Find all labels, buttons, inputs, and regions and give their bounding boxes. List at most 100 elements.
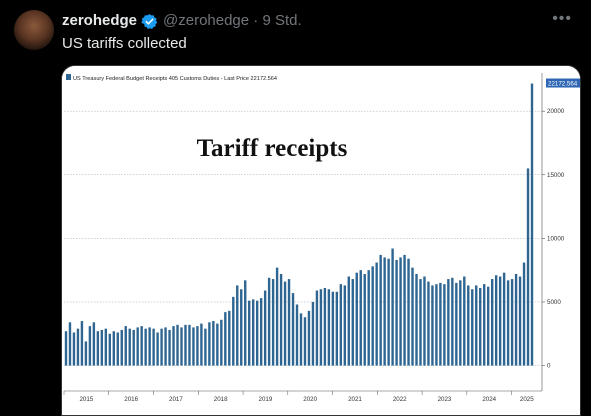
bar xyxy=(443,284,446,366)
bar xyxy=(84,341,88,366)
bar xyxy=(248,300,251,366)
bar xyxy=(315,290,319,366)
bar xyxy=(347,276,350,366)
bar xyxy=(279,273,283,366)
bar xyxy=(267,277,271,366)
bar xyxy=(152,328,155,366)
y-tick-label: 0 xyxy=(547,363,551,370)
bar xyxy=(427,281,430,366)
x-tick-label: 2019 xyxy=(259,396,273,403)
x-tick-label: 2021 xyxy=(348,396,362,403)
bar xyxy=(303,317,307,366)
bar xyxy=(104,328,108,366)
bar xyxy=(323,287,327,366)
bar xyxy=(494,275,498,366)
bar xyxy=(518,276,522,366)
bar xyxy=(375,262,378,366)
bar xyxy=(68,322,72,366)
bar xyxy=(124,326,127,366)
bar xyxy=(339,284,343,366)
x-tick-label: 2017 xyxy=(169,396,183,403)
bar xyxy=(487,286,490,366)
bar xyxy=(367,270,370,366)
bar xyxy=(395,259,398,366)
bar xyxy=(467,285,470,366)
timestamp[interactable]: 9 Std. xyxy=(262,12,302,29)
bar xyxy=(271,279,275,366)
avatar[interactable] xyxy=(14,10,54,50)
bar xyxy=(259,298,263,366)
handle-and-time[interactable]: @zerohedge · 9 Std. xyxy=(163,12,302,29)
bar xyxy=(471,289,474,366)
bar xyxy=(96,331,100,366)
tariff-bar-chart: 0 5000 10000 15000 20000 2015 2016 2017 2018 201… xyxy=(62,66,580,415)
bar xyxy=(232,296,235,366)
bar xyxy=(200,323,203,366)
separator: · xyxy=(253,12,259,29)
bar xyxy=(112,331,115,366)
bar xyxy=(479,287,482,366)
bar xyxy=(447,279,450,366)
x-tick-label: 2016 xyxy=(124,396,138,403)
x-tick-label: 2022 xyxy=(393,396,407,403)
bar xyxy=(88,326,92,366)
bar xyxy=(371,266,374,366)
x-tick-label: 2015 xyxy=(79,396,93,403)
bar xyxy=(435,284,438,366)
bar xyxy=(411,267,414,366)
post-media[interactable]: 0 5000 10000 15000 20000 2015 2016 2017 2018 201… xyxy=(61,65,581,416)
bar xyxy=(355,272,358,366)
bar xyxy=(108,333,111,366)
bar xyxy=(164,327,167,366)
bar xyxy=(514,273,518,366)
bar xyxy=(363,273,366,366)
y-tick-label: 15000 xyxy=(547,172,565,179)
bar xyxy=(475,285,478,366)
more-icon[interactable]: ••• xyxy=(552,10,572,27)
bar xyxy=(128,328,131,366)
bar xyxy=(116,332,119,366)
bar xyxy=(156,332,159,366)
bar xyxy=(351,279,354,366)
chart-legend: US Treasury Federal Budget Receipts 405 … xyxy=(66,74,277,82)
bar xyxy=(359,270,362,366)
display-name[interactable]: zerohedge xyxy=(62,12,138,29)
bar xyxy=(299,313,303,366)
bar xyxy=(399,257,402,366)
bar xyxy=(383,257,386,366)
bar xyxy=(423,276,426,366)
bar xyxy=(291,293,295,366)
bar xyxy=(192,327,195,366)
bar xyxy=(327,289,331,366)
bar xyxy=(498,276,502,366)
handle[interactable]: @zerohedge xyxy=(163,12,250,29)
bar xyxy=(502,272,506,366)
bar xyxy=(431,285,434,366)
bar xyxy=(275,267,279,366)
bar xyxy=(176,324,179,366)
legend-swatch xyxy=(66,74,71,80)
bar xyxy=(419,279,422,366)
bar xyxy=(204,328,207,366)
bar xyxy=(391,248,394,366)
bar xyxy=(168,329,171,366)
bar xyxy=(483,284,486,366)
bar xyxy=(451,277,454,366)
bar xyxy=(244,280,247,366)
bar xyxy=(172,326,175,366)
bar xyxy=(490,279,494,366)
bar xyxy=(287,279,291,366)
bar xyxy=(240,289,243,366)
bar xyxy=(212,321,215,366)
bar xyxy=(92,322,96,366)
bar xyxy=(455,282,458,366)
bar xyxy=(255,300,259,366)
bar xyxy=(120,329,123,366)
bar xyxy=(311,301,315,366)
bar xyxy=(224,312,227,366)
verified-badge-icon xyxy=(141,14,158,30)
bar xyxy=(184,324,187,366)
post-header: zerohedge @zerohedge · 9 Std. ••• xyxy=(62,10,572,32)
bar xyxy=(407,258,410,366)
bar xyxy=(188,324,191,366)
